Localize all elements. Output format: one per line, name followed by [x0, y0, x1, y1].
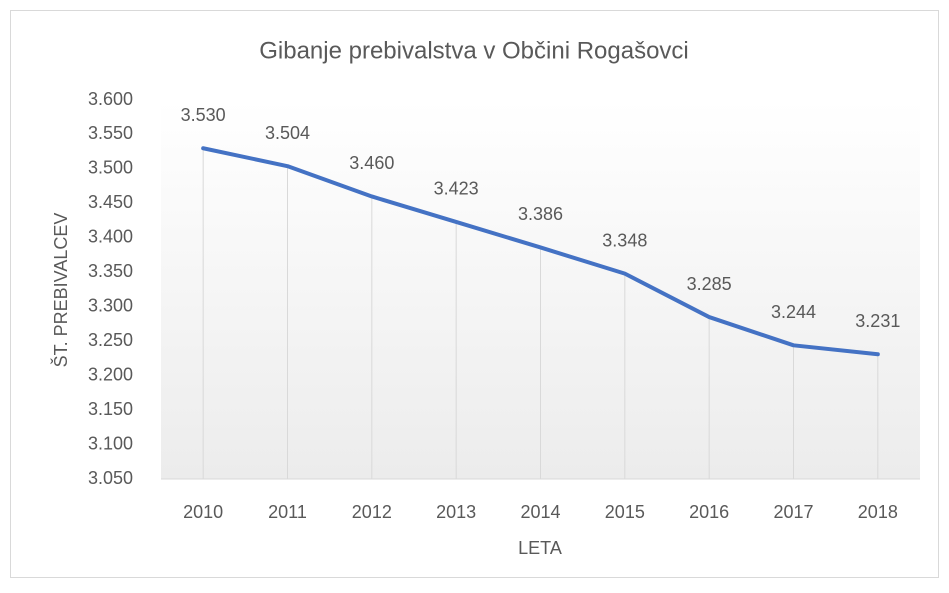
- y-tick-label: 3.150: [88, 399, 133, 419]
- data-label: 3.504: [265, 123, 310, 143]
- y-tick-label: 3.250: [88, 330, 133, 350]
- data-label: 3.231: [855, 311, 900, 331]
- x-tick-label: 2013: [436, 502, 476, 522]
- x-tick-label: 2018: [858, 502, 898, 522]
- x-tick-label: 2015: [605, 502, 645, 522]
- x-tick-label: 2014: [520, 502, 560, 522]
- x-tick-label: 2016: [689, 502, 729, 522]
- y-tick-label: 3.400: [88, 227, 133, 247]
- y-tick-label: 3.050: [88, 468, 133, 488]
- y-tick-label: 3.300: [88, 295, 133, 315]
- chart-title: Gibanje prebivalstva v Občini Rogašovci: [259, 37, 689, 64]
- y-tick-label: 3.200: [88, 364, 133, 384]
- data-label: 3.530: [181, 105, 226, 125]
- y-tick-label: 3.550: [88, 123, 133, 143]
- y-tick-label: 3.100: [88, 433, 133, 453]
- data-label: 3.386: [518, 204, 563, 224]
- y-tick-label: 3.600: [88, 89, 133, 109]
- data-label: 3.423: [434, 179, 479, 199]
- data-label: 3.285: [687, 274, 732, 294]
- y-tick-label: 3.450: [88, 192, 133, 212]
- x-tick-label: 2017: [773, 502, 813, 522]
- data-label: 3.244: [771, 302, 816, 322]
- x-tick-label: 2011: [268, 502, 307, 522]
- data-label: 3.348: [602, 230, 647, 250]
- x-tick-label: 2012: [352, 502, 392, 522]
- series-line: [201, 146, 880, 357]
- y-axis-title: ŠT. PREBIVALCEV: [50, 213, 71, 368]
- data-label: 3.460: [349, 153, 394, 173]
- x-axis-title: LETA: [518, 538, 562, 558]
- y-tick-label: 3.500: [88, 158, 133, 178]
- x-tick-label: 2010: [183, 502, 223, 522]
- y-tick-label: 3.350: [88, 261, 133, 281]
